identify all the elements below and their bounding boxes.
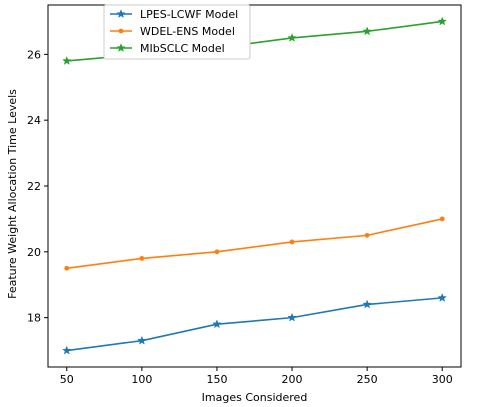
data-point xyxy=(212,319,222,329)
series-line xyxy=(66,297,443,352)
legend-marker xyxy=(118,28,124,34)
legend-label: MIbSCLC Model xyxy=(140,42,225,55)
data-point xyxy=(437,292,447,302)
x-tick-label: 100 xyxy=(131,373,152,386)
x-tick-label: 300 xyxy=(432,373,453,386)
x-tick-label: 150 xyxy=(206,373,227,386)
data-point xyxy=(62,345,72,355)
x-axis-label: Images Considered xyxy=(202,391,308,404)
y-axis-label: Feature Weight Allocation Time Levels xyxy=(6,89,19,299)
legend-box xyxy=(103,4,251,60)
data-point xyxy=(64,265,70,271)
legend-label: WDEL-ENS Model xyxy=(140,25,235,38)
data-point xyxy=(139,256,145,261)
y-tick-label: 18 xyxy=(27,312,41,325)
x-tick-label: 50 xyxy=(60,373,74,386)
x-tick-label: 200 xyxy=(282,373,303,386)
series-line xyxy=(66,218,443,270)
y-axis: 18 20 22 24 26 xyxy=(27,48,48,325)
data-point xyxy=(287,312,297,322)
plot-area xyxy=(62,16,447,355)
data-point xyxy=(437,16,447,26)
data-point xyxy=(364,232,370,238)
data-point xyxy=(362,299,372,309)
series-1 xyxy=(62,292,447,355)
data-point xyxy=(214,249,220,255)
y-tick-label: 24 xyxy=(27,114,41,127)
y-tick-label: 22 xyxy=(27,180,41,193)
data-point xyxy=(62,56,72,65)
series-2 xyxy=(64,216,445,271)
x-axis: 50 100 150 200 250 300 xyxy=(60,367,453,386)
legend-label: LPES-LCWF Model xyxy=(140,8,238,21)
data-point xyxy=(439,216,445,222)
x-tick-label: 250 xyxy=(357,373,378,386)
data-point xyxy=(289,239,295,245)
legend-item: LPES-LCWF Model xyxy=(110,8,238,21)
data-point xyxy=(287,32,297,42)
legend: LPES-LCWF Model WDEL-ENS Model MIbSCLC Mod… xyxy=(103,4,251,60)
legend-item: MIbSCLC Model xyxy=(110,42,225,55)
y-tick-label: 20 xyxy=(27,246,41,259)
legend-marker xyxy=(116,9,126,18)
data-point xyxy=(137,335,147,345)
legend-item: WDEL-ENS Model xyxy=(110,25,235,38)
legend-marker xyxy=(116,43,126,52)
y-tick-label: 26 xyxy=(27,48,41,61)
data-point xyxy=(362,26,372,36)
